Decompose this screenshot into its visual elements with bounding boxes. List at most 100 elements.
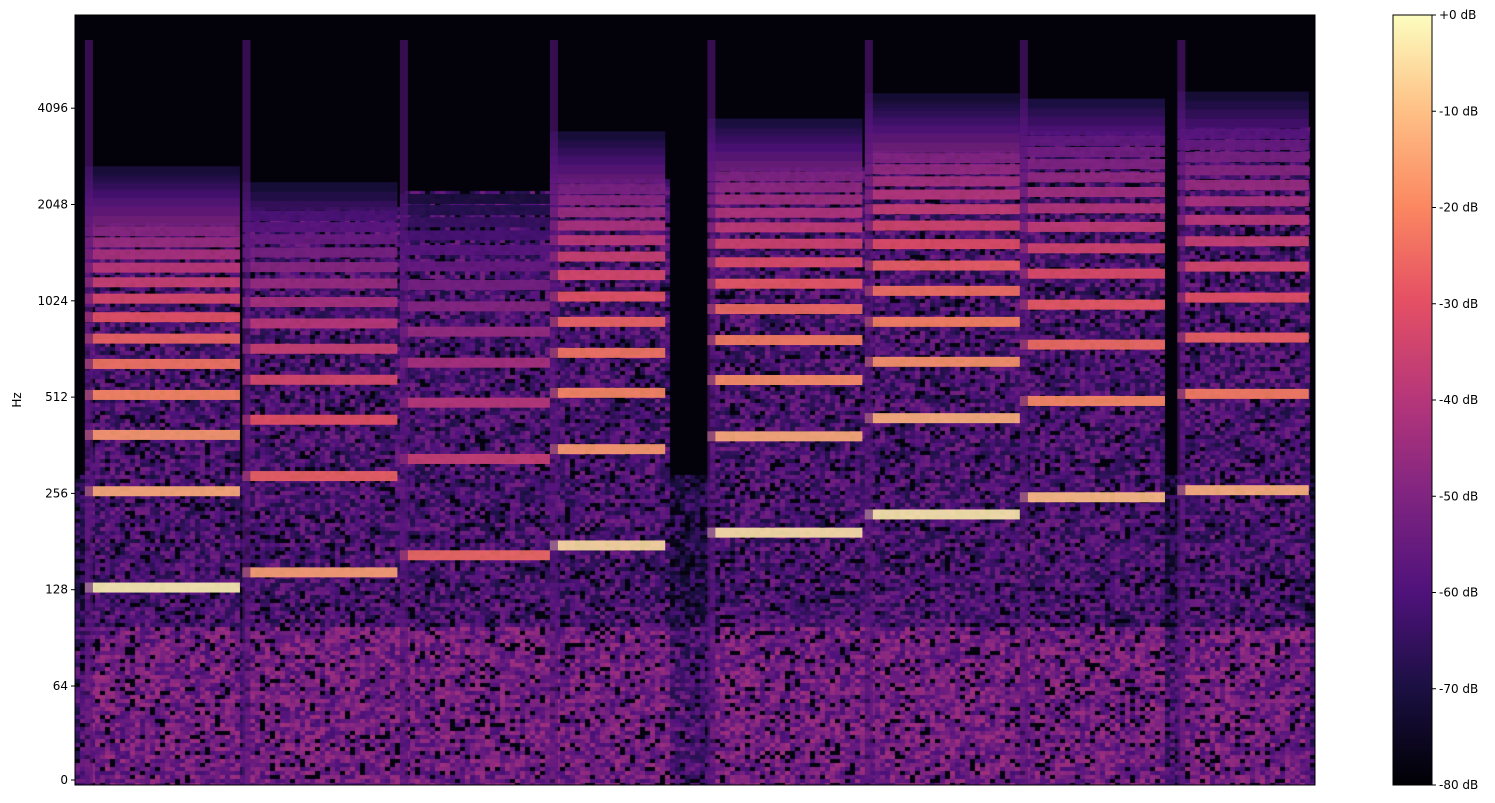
harmonic-band-note7-h9 [1019, 186, 1165, 197]
harmonic-band-note8-h6 [1177, 236, 1309, 247]
harmonic-band-note3-h12 [399, 205, 550, 216]
harmonic-band-note2-h11 [242, 234, 398, 245]
harmonic-band-note1-h15 [84, 206, 240, 217]
harmonic-band-note8-h16 [1177, 99, 1309, 110]
harmonic-band-note2-h6 [242, 318, 398, 329]
harmonic-band-note1-h19 [84, 173, 240, 184]
harmonic-band-note6-h4 [864, 316, 1020, 327]
harmonic-band-note8-h10 [1177, 165, 1309, 176]
harmonic-band-note6-h18 [864, 107, 1020, 118]
colorbar-ticks: +0 dB -10 dB -20 dB -30 dB -40 dB -50 dB -60 d… [1432, 8, 1478, 792]
colorbar-tick-label: -10 dB [1439, 104, 1478, 118]
harmonic-band-note4-h16 [549, 155, 666, 166]
harmonic-band-note1-h3 [84, 429, 240, 440]
onset-note3 [399, 40, 408, 785]
harmonic-band-note3-h7 [399, 279, 550, 290]
onset-note8 [1177, 40, 1186, 785]
harmonic-band-note1-h20 [84, 166, 240, 177]
harmonic-band-note5-h15 [707, 151, 863, 162]
harmonic-band-note7-h4 [1019, 299, 1165, 310]
harmonic-band-note8-h5 [1177, 261, 1309, 272]
harmonic-band-note2-h5 [242, 343, 398, 354]
harmonic-band-note6-h17 [864, 115, 1020, 126]
harmonic-band-note7-h16 [1019, 107, 1165, 118]
harmonic-band-note8-h1 [1177, 485, 1309, 496]
y-axis: 0 64 128 256 512 1024 2048 4096 [37, 101, 75, 787]
y-tick-label: 2048 [37, 198, 68, 212]
harmonic-band-note3-h6 [399, 301, 550, 312]
harmonic-band-note3-h3 [399, 397, 550, 408]
harmonic-band-note8-h8 [1177, 196, 1309, 207]
harmonic-band-note4-h15 [549, 164, 666, 175]
harmonic-band-note2-h15 [242, 191, 398, 202]
harmonic-band-note1-h16 [84, 197, 240, 208]
harmonic-band-note3-h11 [399, 217, 550, 228]
harmonic-band-note1-h18 [84, 180, 240, 191]
harmonic-band-note1-h13 [84, 226, 240, 237]
colorbar-tick-label: -70 dB [1439, 682, 1478, 696]
harmonic-band-note4-h17 [549, 146, 666, 157]
harmonic-band-note7-h1 [1019, 492, 1165, 503]
harmonic-band-note5-h11 [707, 194, 863, 205]
harmonic-band-note2-h3 [242, 414, 398, 425]
harmonic-band-note6-h8 [864, 220, 1020, 231]
harmonic-band-note5-h17 [707, 134, 863, 145]
harmonic-band-note2-h16 [242, 182, 398, 193]
harmonic-band-note5-h1 [707, 527, 863, 538]
harmonic-band-note5-h14 [707, 160, 863, 171]
harmonic-band-note6-h14 [864, 142, 1020, 153]
harmonic-band-note5-h18 [707, 126, 863, 137]
harmonic-band-note4-h11 [549, 207, 666, 218]
harmonic-band-note3-h4 [399, 357, 550, 368]
harmonic-band-note5-h6 [707, 278, 863, 289]
harmonic-band-note6-h12 [864, 164, 1020, 175]
colorbar [1392, 14, 1433, 786]
harmonic-band-note6-h2 [864, 413, 1020, 424]
colorbar-tick-label: -30 dB [1439, 297, 1478, 311]
onset-note2 [242, 40, 251, 785]
harmonic-band-note7-h2 [1019, 395, 1165, 406]
y-tick-label: 128 [45, 583, 68, 597]
harmonic-band-note4-h9 [549, 235, 666, 246]
harmonic-band-note1-h12 [84, 237, 240, 248]
colorbar-tick-label: -60 dB [1439, 586, 1478, 600]
onset-note6 [864, 40, 873, 785]
harmonic-band-note7-h6 [1019, 243, 1165, 254]
y-axis-label: Hz [10, 392, 24, 407]
y-tick-label: 512 [45, 390, 68, 404]
harmonic-band-note8-h13 [1177, 128, 1309, 139]
harmonic-band-note3-h1 [399, 550, 550, 561]
onset-note5 [707, 40, 716, 785]
harmonic-band-note1-h5 [84, 358, 240, 369]
harmonic-band-note4-h19 [549, 131, 666, 142]
harmonic-band-note2-h14 [242, 200, 398, 211]
harmonic-band-note6-h1 [864, 509, 1020, 520]
harmonic-band-note6-h7 [864, 239, 1020, 250]
harmonic-band-note2-h12 [242, 222, 398, 233]
harmonic-band-note2-h7 [242, 297, 398, 308]
harmonic-band-note2-h13 [242, 211, 398, 222]
harmonic-band-note2-h9 [242, 262, 398, 273]
harmonic-band-note8-h11 [1177, 152, 1309, 163]
colorbar-tick-label: -50 dB [1439, 489, 1478, 503]
harmonic-band-note6-h5 [864, 285, 1020, 296]
harmonic-band-note6-h15 [864, 133, 1020, 144]
harmonic-band-note2-h4 [242, 374, 398, 385]
harmonic-band-note4-h3 [549, 387, 666, 398]
onset-note4 [549, 40, 558, 785]
colorbar-tick-label: +0 dB [1439, 8, 1476, 22]
harmonic-band-note6-h6 [864, 260, 1020, 271]
harmonic-band-note1-h11 [84, 249, 240, 260]
harmonic-band-note4-h2 [549, 444, 666, 455]
harmonic-band-note4-h18 [549, 138, 666, 149]
harmonic-band-note6-h20 [864, 93, 1020, 104]
y-tick-label: 1024 [37, 294, 68, 308]
harmonic-band-note7-h15 [1019, 116, 1165, 127]
harmonic-band-note3-h5 [399, 326, 550, 337]
harmonic-band-note5-h10 [707, 207, 863, 218]
harmonic-band-note7-h8 [1019, 203, 1165, 214]
harmonic-band-note1-h8 [84, 293, 240, 304]
harmonic-band-note4-h4 [549, 347, 666, 358]
y-tick-label: 4096 [37, 101, 68, 115]
